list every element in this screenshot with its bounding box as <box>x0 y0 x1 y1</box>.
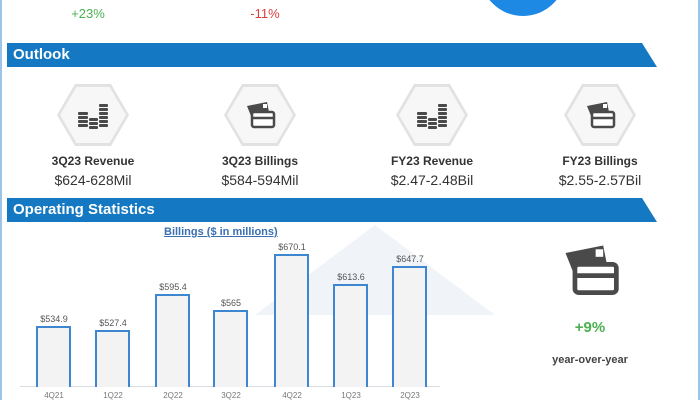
bar-2Q22 <box>155 294 190 387</box>
coin-stacks-icon <box>417 104 447 129</box>
credit-cards-icon <box>587 102 616 129</box>
outlook-value: $624-628Mil <box>54 172 132 188</box>
x-tick-label: 1Q22 <box>103 391 123 400</box>
bar-4Q22 <box>274 254 309 387</box>
bar-1Q23 <box>333 284 368 387</box>
x-tick-label: 2Q23 <box>400 391 420 400</box>
bar-value-label: $647.7 <box>396 254 424 265</box>
top-stat-positive: +23% <box>71 6 105 21</box>
yoy-stat: +9% year-over-year <box>520 240 660 366</box>
bar-value-label: $595.4 <box>159 282 187 293</box>
credit-cards-icon <box>565 245 619 295</box>
outlook-item-fy23-revenue: FY23 Revenue $2.47-2.48Bil <box>347 84 517 188</box>
outlook-label: FY23 Billings <box>562 154 638 168</box>
bar-value-label: $527.4 <box>99 318 127 329</box>
coin-stacks-icon <box>78 104 108 129</box>
outlook-value: $584-594Mil <box>221 172 299 188</box>
outlook-value: $2.55-2.57Bil <box>558 172 642 188</box>
credit-cards-icon <box>247 102 276 129</box>
x-tick-label: 1Q23 <box>341 391 361 400</box>
outlook-label: FY23 Revenue <box>390 154 474 168</box>
bar-value-label: $534.9 <box>40 314 68 325</box>
bar-4Q21 <box>36 326 71 387</box>
x-tick-label: 2Q22 <box>163 391 183 400</box>
outlook-label: 3Q23 Revenue <box>51 154 135 168</box>
x-tick-label: 4Q22 <box>282 391 302 400</box>
top-stat-negative: -11% <box>250 6 280 21</box>
bar-1Q22 <box>95 330 130 387</box>
outlook-banner: Outlook <box>7 43 657 67</box>
chart-title: Billings ($ in millions) <box>164 226 278 238</box>
bar-value-label: $565 <box>220 298 242 309</box>
outlook-item-fy23-billings: FY23 Billings $2.55-2.57Bil <box>515 84 685 188</box>
x-tick-label: 3Q22 <box>221 391 241 400</box>
billings-bar-chart: $534.9 4Q21 $527.4 1Q22 $595.4 2Q22 $565 3Q22 $6… <box>20 242 440 400</box>
yoy-caption: year-over-year <box>552 354 628 366</box>
bar-value-label: $670.1 <box>278 242 306 253</box>
bar-3Q22 <box>213 310 248 387</box>
outlook-value: $2.47-2.48Bil <box>390 172 474 188</box>
outlook-item-3q23-billings: 3Q23 Billings $584-594Mil <box>175 84 345 188</box>
yoy-percentage: +9% <box>574 319 606 336</box>
operating-statistics-banner: Operating Statistics <box>7 198 657 222</box>
x-tick-label: 4Q21 <box>44 391 64 400</box>
outlook-item-3q23-revenue: 3Q23 Revenue $624-628Mil <box>8 84 178 188</box>
bar-value-label: $613.6 <box>337 272 365 283</box>
bar-2Q23 <box>392 266 427 387</box>
outlook-label: 3Q23 Billings <box>221 154 299 168</box>
